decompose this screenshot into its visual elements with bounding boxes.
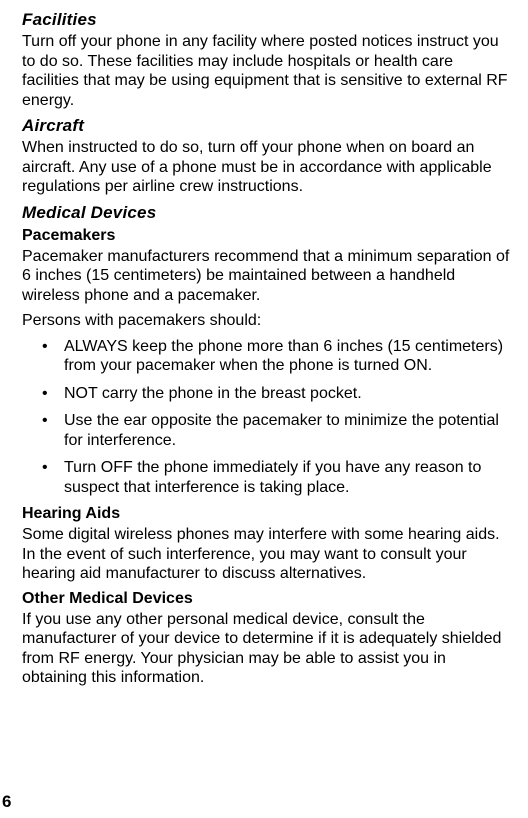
list-item: • Turn OFF the phone immediately if you h… [22,458,510,497]
body-hearing-aids: Some digital wireless phones may interfe… [22,525,510,584]
list-item: • Use the ear opposite the pacemaker to m… [22,411,510,450]
heading-hearing-aids: Hearing Aids [22,505,510,523]
list-item: • ALWAYS keep the phone more than 6 inche… [22,337,510,376]
list-item-text: ALWAYS keep the phone more than 6 inches… [64,338,503,375]
list-item-text: NOT carry the phone in the breast pocket… [64,385,362,402]
bullet-icon: • [42,458,48,478]
heading-medical-devices: Medical Devices [22,203,510,223]
heading-aircraft: Aircraft [22,116,510,136]
bullet-icon: • [42,337,48,357]
page-number: 6 [2,792,11,812]
bullet-icon: • [42,411,48,431]
heading-pacemakers: Pacemakers [22,227,510,245]
body-facilities: Turn off your phone in any facility wher… [22,32,510,110]
list-item: • NOT carry the phone in the breast pocke… [22,384,510,404]
heading-facilities: Facilities [22,10,510,30]
body-pacemakers-1: Pacemaker manufacturers recommend that a… [22,247,510,306]
document-page: Facilities Turn off your phone in any fa… [0,0,528,688]
list-item-text: Turn OFF the phone immediately if you ha… [64,459,481,496]
bullet-icon: • [42,384,48,404]
pacemaker-list: • ALWAYS keep the phone more than 6 inche… [22,337,510,498]
body-other-medical: If you use any other personal medical de… [22,610,510,688]
heading-other-medical: Other Medical Devices [22,590,510,608]
list-item-text: Use the ear opposite the pacemaker to mi… [64,412,499,449]
body-pacemakers-2: Persons with pacemakers should: [22,311,510,331]
body-aircraft: When instructed to do so, turn off your … [22,138,510,197]
